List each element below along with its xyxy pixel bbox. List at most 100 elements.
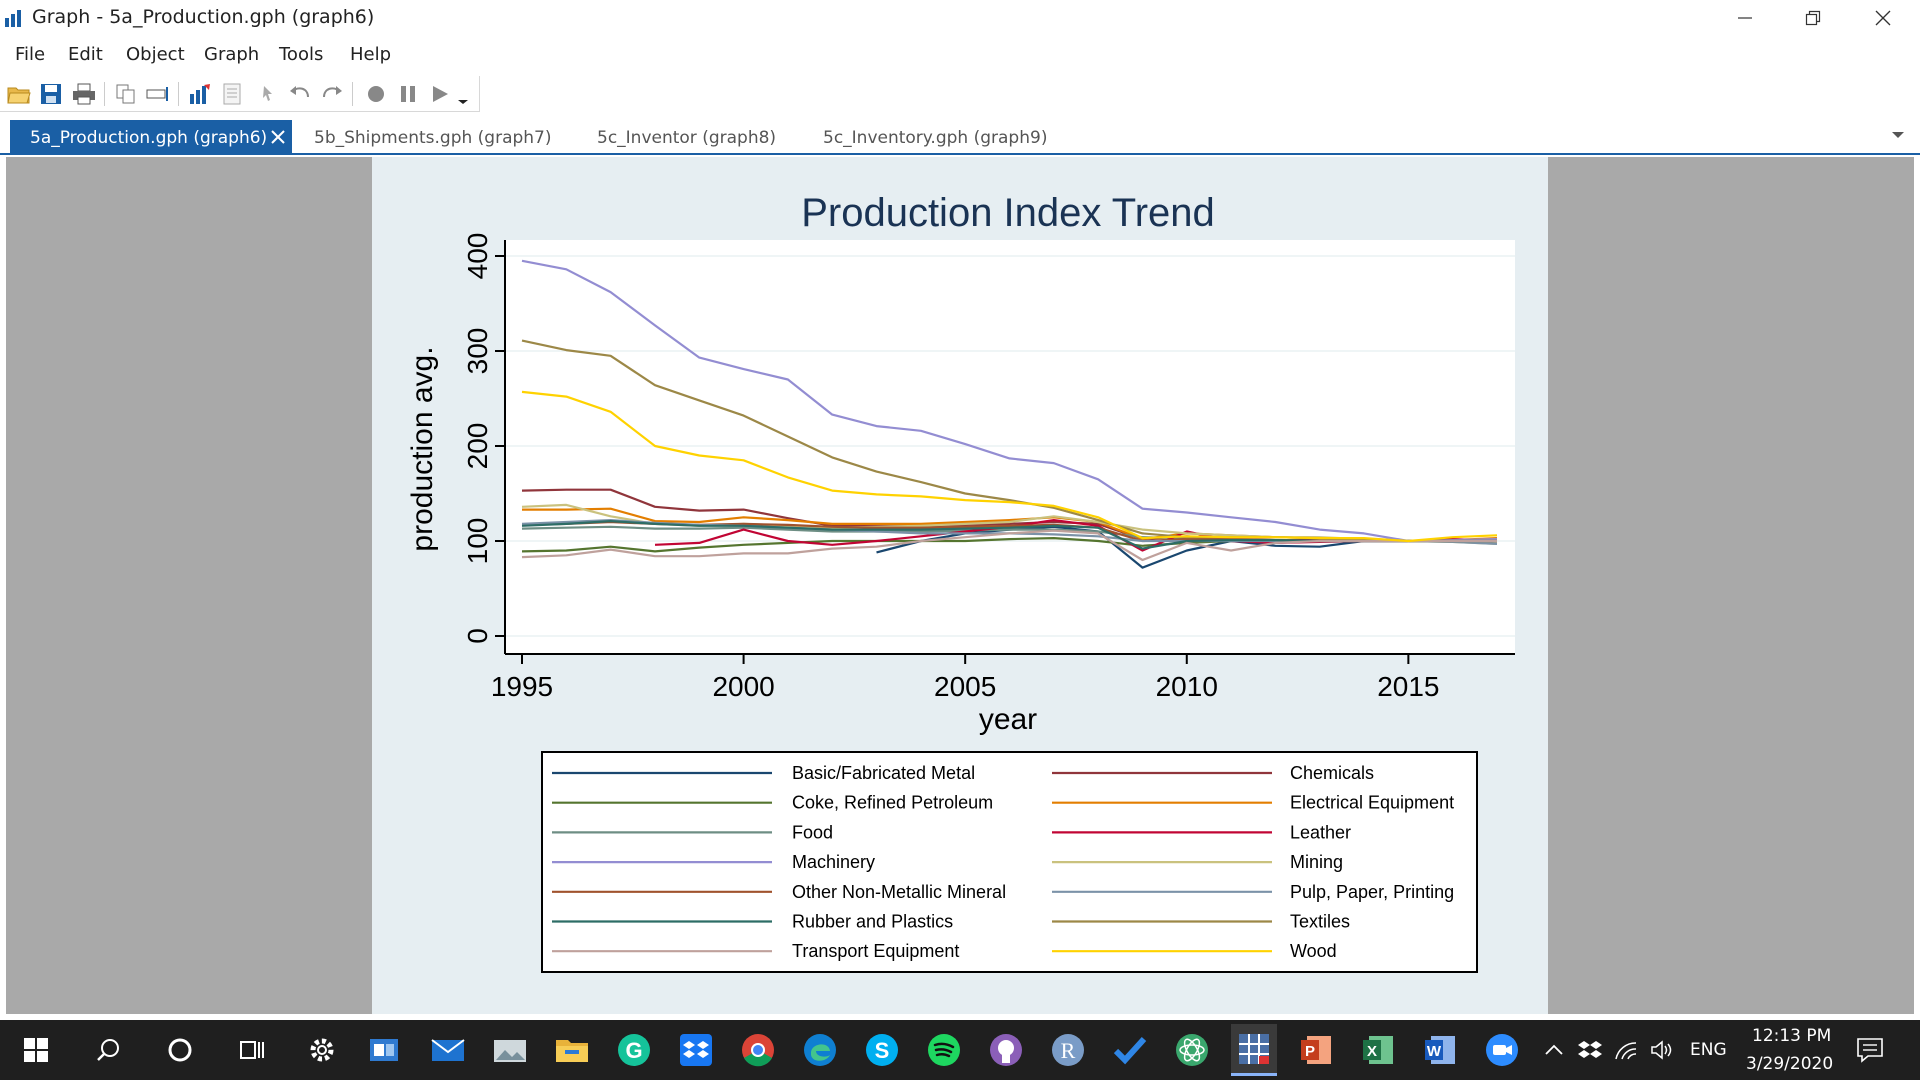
save-button[interactable] <box>37 80 65 108</box>
redo-button[interactable] <box>318 80 346 108</box>
start-button[interactable] <box>16 1030 56 1070</box>
x-tick-label: 1995 <box>491 671 553 702</box>
dropbox-tray-icon <box>1578 1041 1602 1058</box>
properties-button[interactable] <box>218 80 246 108</box>
tray-dropbox-button[interactable] <box>1572 1030 1608 1070</box>
rename-icon <box>146 87 168 101</box>
skype-button[interactable]: S <box>862 1030 902 1070</box>
spotify-button[interactable] <box>924 1030 964 1070</box>
settings-button[interactable] <box>302 1030 342 1070</box>
minimize-button[interactable] <box>1710 0 1780 35</box>
powerpoint-button[interactable]: P <box>1296 1030 1336 1070</box>
x-tick-label: 2000 <box>712 671 774 702</box>
play-button[interactable] <box>426 80 454 108</box>
legend-label: Food <box>792 822 833 842</box>
title-bar: Graph - 5a_Production.gph (graph6) <box>0 0 1920 35</box>
todo-icon <box>1113 1036 1147 1065</box>
menu-object[interactable]: Object <box>126 44 185 65</box>
word-icon: W <box>1425 1036 1455 1064</box>
legend-label: Machinery <box>792 852 875 872</box>
menu-graph[interactable]: Graph <box>204 44 260 65</box>
tab-inventor[interactable]: 5c_Inventor (graph8) <box>577 120 817 155</box>
pause-button[interactable] <box>394 80 422 108</box>
tab-list-dropdown-icon[interactable] <box>1890 129 1906 141</box>
clock-date[interactable]: 3/29/2020 <box>1746 1054 1834 1074</box>
zoom-button[interactable] <box>1482 1030 1522 1070</box>
show-hidden-icons-button[interactable] <box>1536 1030 1572 1070</box>
svg-text:G: G <box>625 1038 642 1063</box>
stata-button[interactable] <box>1231 1024 1277 1076</box>
pointer-button[interactable] <box>252 80 280 108</box>
menu-edit[interactable]: Edit <box>68 44 103 65</box>
cortana-button[interactable] <box>160 1030 200 1070</box>
photos-button[interactable] <box>490 1030 530 1070</box>
tab-label: 5a_Production.gph (graph6) <box>30 127 268 148</box>
close-icon <box>1875 10 1891 25</box>
legend-label: Electrical Equipment <box>1290 793 1454 813</box>
powerpoint-icon: P <box>1301 1036 1331 1064</box>
close-button[interactable] <box>1848 0 1918 35</box>
close-tab-icon[interactable] <box>268 127 288 147</box>
graph-canvas-area: 0 100 200 300 400 1995 2000 2005 2010 2015 Produc… <box>6 157 1914 1014</box>
github-button[interactable] <box>986 1030 1026 1070</box>
x-axis-label: year <box>979 703 1037 736</box>
word-button[interactable]: W <box>1420 1030 1460 1070</box>
save-icon <box>41 84 61 104</box>
menu-help[interactable]: Help <box>350 44 392 65</box>
task-view-button[interactable] <box>232 1030 272 1070</box>
graph-panel: 0 100 200 300 400 1995 2000 2005 2010 2015 Produc… <box>372 157 1548 1014</box>
grammarly-button[interactable]: G <box>614 1030 654 1070</box>
network-button[interactable] <box>1608 1030 1644 1070</box>
svg-text:S: S <box>875 1038 890 1063</box>
excel-button[interactable]: X <box>1358 1030 1398 1070</box>
toolbar-overflow-button[interactable] <box>454 80 472 108</box>
undo-button[interactable] <box>286 80 314 108</box>
graph-editor-button[interactable] <box>186 80 214 108</box>
print-button[interactable] <box>70 80 98 108</box>
x-tick-label: 2010 <box>1156 671 1218 702</box>
y-tick-label: 300 <box>462 328 493 375</box>
svg-text:P: P <box>1305 1043 1315 1060</box>
legend-label: Pulp, Paper, Printing <box>1290 882 1454 902</box>
tab-shipments[interactable]: 5b_Shipments.gph (graph7) <box>294 120 594 155</box>
tab-production[interactable]: 5a_Production.gph (graph6) <box>10 120 292 155</box>
svg-text:W: W <box>1427 1043 1442 1060</box>
tab-label: 5c_Inventor (graph8) <box>597 127 777 148</box>
x-tick-label: 2015 <box>1377 671 1439 702</box>
legend-label: Wood <box>1290 941 1337 961</box>
svg-text:X: X <box>1367 1043 1377 1060</box>
restore-button[interactable] <box>1778 0 1848 35</box>
speaker-icon <box>1651 1040 1672 1060</box>
print-icon <box>73 83 95 105</box>
todo-button[interactable] <box>1110 1030 1150 1070</box>
r-button[interactable]: R <box>1048 1030 1088 1070</box>
atom-icon <box>1176 1034 1208 1066</box>
open-button[interactable] <box>5 80 33 108</box>
atom-button[interactable] <box>1172 1030 1212 1070</box>
rename-button[interactable] <box>144 80 172 108</box>
record-icon <box>368 86 384 102</box>
window-title: Graph - 5a_Production.gph (graph6) <box>32 6 375 28</box>
menu-file[interactable]: File <box>15 44 46 65</box>
spotify-icon <box>928 1034 960 1066</box>
volume-button[interactable] <box>1644 1030 1680 1070</box>
outlook-button[interactable] <box>364 1030 404 1070</box>
language-indicator[interactable]: ENG <box>1690 1040 1727 1060</box>
record-button[interactable] <box>362 80 390 108</box>
mail-button[interactable] <box>428 1030 468 1070</box>
edge-button[interactable] <box>800 1030 840 1070</box>
pause-icon <box>401 86 415 102</box>
tab-inventory[interactable]: 5c_Inventory.gph (graph9) <box>803 120 1103 155</box>
open-folder-icon <box>7 87 31 104</box>
action-center-button[interactable] <box>1850 1030 1890 1070</box>
dropbox-button[interactable] <box>676 1030 716 1070</box>
search-button[interactable] <box>88 1030 128 1070</box>
edge-icon <box>804 1034 836 1066</box>
menu-tools[interactable]: Tools <box>279 44 324 65</box>
chart-title: Production Index Trend <box>801 191 1215 235</box>
file-explorer-button[interactable] <box>552 1030 592 1070</box>
chrome-button[interactable] <box>738 1030 778 1070</box>
copy-button[interactable] <box>112 80 140 108</box>
clock-time[interactable]: 12:13 PM <box>1752 1026 1832 1046</box>
